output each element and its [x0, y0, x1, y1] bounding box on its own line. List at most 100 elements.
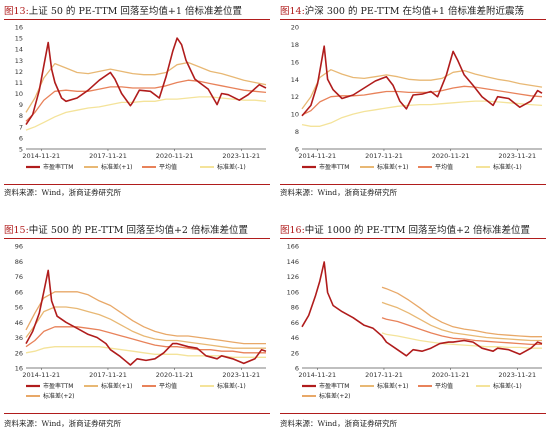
source-note: 资料来源：Wind，浙商证券研究所: [280, 188, 398, 197]
y-tick-label: 10: [15, 90, 23, 98]
x-tick-label: 2017-11-21: [365, 152, 403, 160]
x-tick-label: 2014-11-21: [22, 152, 60, 160]
legend-label: 标准差(+2): [43, 392, 75, 400]
panel-title: 图16:中证 1000 的 PE-TTM 回落至均值+2 倍标准差位置: [280, 222, 530, 236]
x-tick-label: 2017-11-21: [89, 371, 127, 379]
series-line: [25, 96, 267, 131]
legend-label: 平均值: [159, 382, 177, 390]
source-note: 资料来源：Wind，浙商证券研究所: [4, 188, 122, 197]
legend-label: 标准差(+1): [101, 163, 133, 171]
title-rule: [4, 19, 270, 20]
source-note: 资料来源：Wind，浙商证券研究所: [4, 419, 122, 428]
panel-title: 图14:沪深 300 的 PE-TTM 在均值+1 倍标准差附近震荡: [280, 3, 524, 17]
series-line: [25, 37, 267, 126]
series-line: [25, 79, 267, 122]
y-tick-label: 13: [15, 57, 23, 65]
y-tick-label: 46: [15, 319, 23, 327]
series-line: [301, 85, 543, 116]
y-tick-label: 106: [287, 288, 299, 296]
x-tick-label: 2020-11-21: [156, 371, 194, 379]
line-chart: 16 26 36 46 56 66 76 86 96 2014-11-21 2017-11-21 20…: [15, 243, 267, 400]
legend-label: 市盈率TTM: [319, 382, 349, 390]
x-tick-label: 2020-11-21: [432, 152, 470, 160]
series-line: [25, 269, 267, 366]
x-tick-label: 2020-11-21: [432, 371, 470, 379]
legend-label: 标准差(+1): [101, 382, 133, 390]
series-line: [25, 291, 266, 345]
figure-number: 图16:: [280, 225, 305, 236]
source-rule: [280, 184, 546, 185]
y-tick-label: 86: [15, 258, 23, 266]
panel-title: 图13:上证 50 的 PE-TTM 回落至均值+1 倍标准差位置: [4, 3, 242, 17]
y-tick-label: 5: [19, 146, 23, 154]
x-tick-label: 2017-11-21: [89, 152, 127, 160]
series-line: [381, 301, 542, 342]
legend-label: 市盈率TTM: [43, 163, 73, 171]
x-tick-label: 2023-11-21: [222, 371, 260, 379]
y-tick-label: 20: [291, 24, 299, 32]
figure-title: 中证 500 的 PE-TTM 回落至均值+2 倍标准差位置: [28, 225, 248, 236]
y-tick-label: 14: [15, 46, 23, 54]
series-line: [301, 261, 543, 357]
legend-label: 标准差(-1): [217, 382, 246, 390]
y-tick-label: 14: [291, 76, 299, 84]
legend-label: 标准差(-1): [217, 163, 246, 171]
series-line: [25, 326, 266, 354]
y-tick-label: 16: [15, 24, 23, 32]
y-tick-label: 16: [291, 58, 299, 66]
x-tick-label: 2014-11-21: [298, 371, 336, 379]
line-chart: 6 8 10 12 14 16 18 20 2014-11-21 2017-11-21 2020-1…: [291, 24, 543, 171]
figure-number: 图14:: [280, 6, 305, 17]
title-rule: [280, 238, 546, 239]
y-tick-label: 26: [291, 349, 299, 357]
title-rule: [280, 19, 546, 20]
source-rule: [280, 413, 546, 414]
y-tick-label: 11: [15, 79, 23, 87]
figure-title: 沪深 300 的 PE-TTM 在均值+1 倍标准差附近震荡: [304, 6, 524, 17]
legend-label: 标准差(+1): [377, 163, 409, 171]
legend-label: 标准差(-1): [493, 382, 522, 390]
series-line: [25, 61, 267, 113]
y-tick-label: 7: [19, 123, 23, 131]
series-line: [25, 306, 266, 349]
legend-label: 平均值: [159, 163, 177, 171]
y-tick-label: 9: [19, 101, 23, 109]
legend-label: 平均值: [435, 163, 453, 171]
figure-number: 图13:: [4, 6, 29, 17]
y-tick-label: 15: [15, 35, 23, 43]
y-tick-label: 10: [291, 111, 299, 119]
figure-title: 上证 50 的 PE-TTM 回落至均值+1 倍标准差位置: [28, 6, 242, 17]
series-line: [301, 45, 543, 117]
legend-label: 标准差(+1): [377, 382, 409, 390]
legend-label: 市盈率TTM: [319, 163, 349, 171]
y-tick-label: 66: [15, 288, 23, 296]
chart-panel-13: 图13:上证 50 的 PE-TTM 回落至均值+1 倍标准差位置 5 6 7 8 9 1…: [4, 3, 270, 203]
x-tick-label: 2023-11-21: [498, 152, 536, 160]
series-line: [381, 317, 542, 346]
series-line: [301, 69, 543, 110]
x-tick-label: 2023-11-21: [222, 152, 260, 160]
y-tick-label: 36: [15, 334, 23, 342]
legend-label: 平均值: [435, 382, 453, 390]
legend-label: 标准差(-1): [493, 163, 522, 171]
y-tick-label: 6: [19, 134, 23, 142]
x-tick-label: 2014-11-21: [22, 371, 60, 379]
y-tick-label: 86: [291, 304, 299, 312]
y-tick-label: 6: [295, 146, 299, 154]
y-tick-label: 16: [15, 365, 23, 373]
chart-panel-15: 图15:中证 500 的 PE-TTM 回落至均值+2 倍标准差位置 16 26 3…: [4, 222, 270, 434]
y-tick-label: 66: [291, 319, 299, 327]
x-tick-label: 2014-11-21: [298, 152, 336, 160]
y-tick-label: 12: [15, 68, 23, 76]
y-tick-label: 12: [291, 93, 299, 101]
source-rule: [4, 413, 270, 414]
x-tick-label: 2020-11-21: [156, 152, 194, 160]
figure-number: 图15:: [4, 225, 29, 236]
y-tick-label: 46: [291, 334, 299, 342]
source-rule: [4, 184, 270, 185]
y-tick-label: 6: [295, 365, 299, 373]
x-tick-label: 2023-11-21: [498, 371, 536, 379]
legend-label: 标准差(+2): [319, 392, 351, 400]
series-line: [301, 100, 543, 127]
title-rule: [4, 238, 270, 239]
